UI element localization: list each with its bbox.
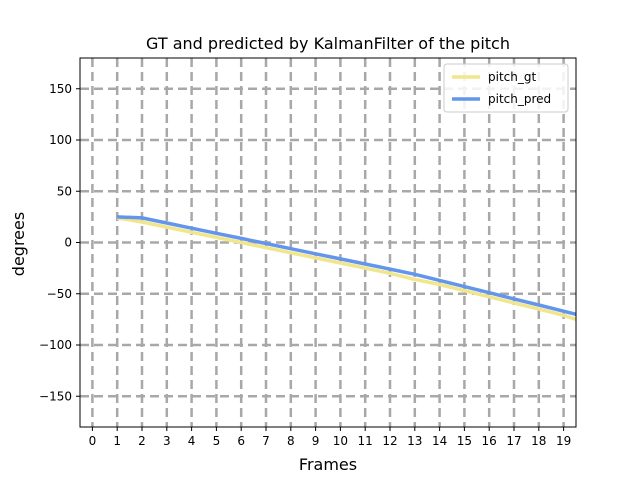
legend-label: pitch_gt <box>488 70 536 84</box>
series-layer <box>116 215 576 322</box>
y-tick-label: −100 <box>39 338 72 352</box>
x-tick-label: 18 <box>531 434 546 448</box>
x-tick-label: 9 <box>312 434 320 448</box>
x-tick-label: 17 <box>506 434 521 448</box>
x-tick-label: 3 <box>163 434 171 448</box>
y-tick-label: −50 <box>47 287 72 301</box>
x-axis-label: Frames <box>299 455 357 474</box>
x-tick-label: 0 <box>89 434 97 448</box>
x-tick-label: 8 <box>287 434 295 448</box>
legend-label: pitch_pred <box>488 92 551 106</box>
x-tick-label: 11 <box>358 434 373 448</box>
x-tick-label: 19 <box>556 434 571 448</box>
x-tick-label: 5 <box>213 434 221 448</box>
y-tick-label: 50 <box>57 184 72 198</box>
legend: pitch_gt pitch_pred <box>443 63 569 113</box>
x-tick-label: 4 <box>188 434 196 448</box>
x-tick-label: 12 <box>382 434 397 448</box>
chart-title: GT and predicted by KalmanFilter of the … <box>146 34 510 53</box>
series-line-pitch-pred <box>117 215 576 316</box>
y-tick-label: −150 <box>39 389 72 403</box>
x-tick-label: 7 <box>262 434 270 448</box>
x-tick-label: 2 <box>138 434 146 448</box>
y-tick-label: 100 <box>49 133 72 147</box>
x-tick-label: 10 <box>333 434 348 448</box>
x-tick-label: 16 <box>482 434 497 448</box>
ticks: 0 1 2 3 4 5 6 7 8 9 10 11 12 13 14 15 16 17 18 19150100500−… <box>39 82 571 448</box>
y-tick-label: 0 <box>64 236 72 250</box>
y-tick-label: 150 <box>49 82 72 96</box>
x-tick-label: 1 <box>113 434 121 448</box>
series-line-pitch-gt <box>116 216 576 322</box>
y-axis-label: degrees <box>9 212 28 276</box>
x-tick-label: 6 <box>237 434 245 448</box>
x-tick-label: 13 <box>407 434 422 448</box>
x-tick-label: 14 <box>432 434 447 448</box>
x-tick-label: 15 <box>457 434 472 448</box>
